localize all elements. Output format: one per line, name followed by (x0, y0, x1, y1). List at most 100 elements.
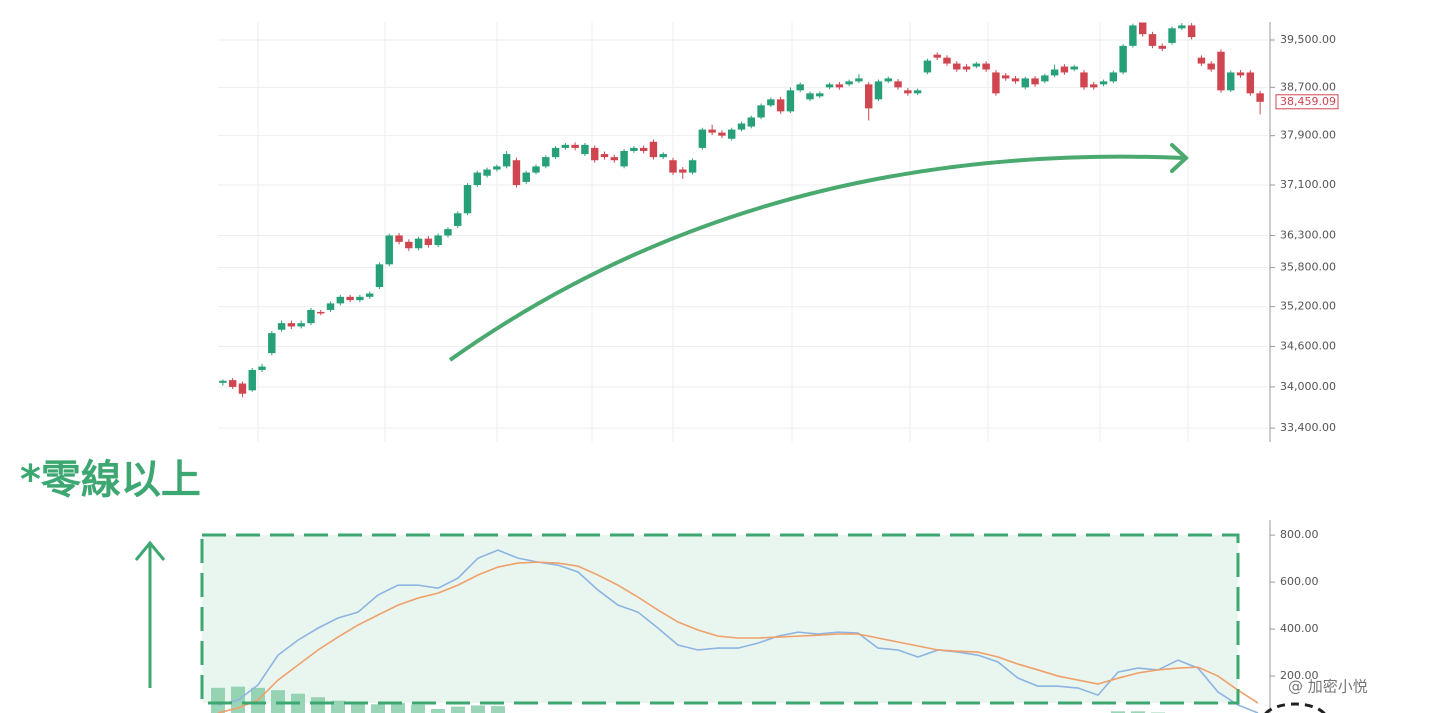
candle-body (414, 238, 423, 249)
candle-body (1021, 78, 1029, 88)
y-tick-label: 37,900.00 (1280, 129, 1336, 142)
candle-body (620, 150, 628, 167)
candle-body (483, 169, 491, 176)
candle-body (1090, 84, 1098, 88)
candle-body (894, 81, 902, 88)
candle-body (630, 147, 638, 151)
candle-body (1041, 75, 1049, 82)
candle-body (718, 132, 726, 136)
candle-body (1070, 66, 1078, 70)
candle-body (522, 172, 530, 182)
candle-body (806, 93, 814, 100)
highlight-border (200, 533, 1240, 705)
candle-body (395, 235, 403, 242)
candle-body (307, 309, 315, 324)
candle-body (737, 123, 746, 130)
candle-body (1119, 45, 1127, 73)
candle-body (913, 90, 922, 94)
candle-body (639, 147, 648, 151)
histogram-bar (351, 703, 365, 713)
candle-body (943, 57, 951, 64)
candle-body (659, 154, 667, 158)
candle-body (297, 323, 305, 327)
y-tick-label: 200.00 (1280, 669, 1319, 682)
candle-body (962, 66, 971, 70)
candle-body (532, 166, 540, 173)
candle-body (1168, 28, 1176, 43)
candle-body (1001, 75, 1010, 79)
candle-body (679, 169, 687, 173)
candle-body (649, 141, 658, 158)
trend-arrow-head (1170, 143, 1189, 173)
candle-body (542, 157, 550, 167)
candle-body (767, 99, 775, 106)
histogram-bar (311, 697, 325, 713)
candle-body (1031, 78, 1039, 85)
candle-body (855, 78, 863, 82)
candle-body (757, 105, 765, 118)
candle-body (493, 166, 501, 170)
candle-body (1217, 51, 1225, 91)
y-tick-label: 38,700.00 (1280, 80, 1336, 93)
candle-body (1099, 81, 1108, 85)
y-tick-label: 33,400.00 (1280, 421, 1336, 434)
histogram-bar (1131, 711, 1145, 713)
y-tick-label: 37,100.00 (1280, 178, 1336, 191)
candle-body (356, 296, 364, 301)
candle-body (463, 185, 472, 214)
candle-body (1011, 78, 1020, 82)
candle-body (473, 172, 482, 186)
histogram-bar (1111, 711, 1125, 713)
candle-body (228, 380, 237, 387)
candle-body (1148, 34, 1157, 46)
candle-body (1050, 69, 1059, 76)
histogram-bar (471, 705, 485, 713)
candle-body (502, 154, 511, 167)
candle-body (610, 157, 619, 161)
candle-body (287, 323, 296, 327)
candle-body (317, 311, 325, 314)
last-price-label: 38,459.09 (1280, 95, 1336, 108)
histogram-bar (211, 687, 225, 713)
candle-body (933, 54, 941, 58)
candle-body (561, 144, 570, 148)
candle-body (1138, 22, 1147, 35)
annotation: *零線以上 (20, 457, 201, 503)
histogram-bar (411, 704, 425, 713)
candle-body (405, 241, 413, 249)
candle-body (864, 84, 873, 109)
candle-body (1060, 66, 1069, 73)
candle-body (992, 72, 1000, 94)
candle-body (434, 235, 442, 246)
candle-body (1109, 72, 1118, 82)
candle-body (904, 90, 912, 94)
candle-body (727, 129, 736, 139)
indicator-line (217, 549, 1259, 713)
candle-body (581, 144, 589, 155)
candle-body (1129, 25, 1137, 46)
candle-body (454, 213, 462, 226)
y-tick-label: 39,500.00 (1280, 33, 1336, 46)
watermark: @ 加密小悦 (1288, 678, 1368, 696)
candle-body (326, 303, 335, 310)
y-tick-label: 34,600.00 (1280, 339, 1336, 352)
y-tick-label: 600.00 (1280, 575, 1319, 588)
histogram-bar (391, 703, 405, 713)
y-tick-label: 36,300.00 (1280, 228, 1336, 241)
candle-body (1207, 63, 1215, 70)
candle-body (1080, 72, 1088, 88)
histogram-bar (491, 706, 505, 713)
candle-body (816, 93, 824, 97)
candle-body (669, 160, 677, 173)
candle-body (219, 380, 227, 383)
candle-body (786, 90, 795, 112)
candle-body (1227, 72, 1235, 91)
histogram-bar (331, 700, 345, 713)
y-tick-label: 800.00 (1280, 528, 1319, 541)
candle-body (268, 333, 276, 354)
histogram-bar (371, 704, 385, 713)
indicator-line (217, 561, 1259, 713)
candle-body (1256, 93, 1264, 102)
candle-body (346, 296, 354, 301)
candle-body (953, 63, 961, 70)
